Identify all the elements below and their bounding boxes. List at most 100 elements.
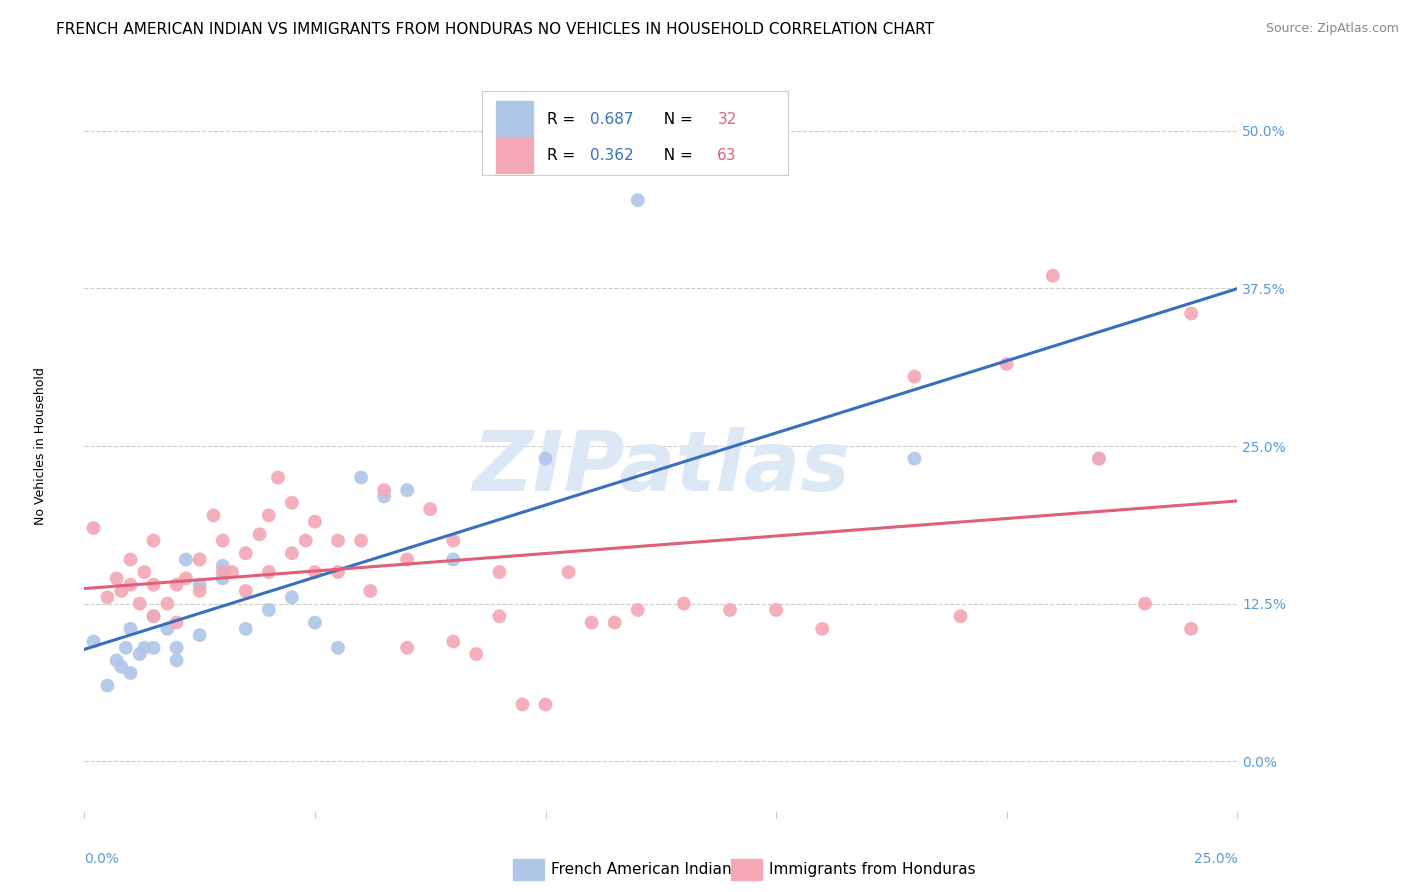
Point [1042,268,1064,283]
Point [488,565,510,579]
Point [235,622,257,636]
Point [174,552,197,566]
Point [995,357,1018,371]
Point [174,571,197,585]
Point [156,597,179,611]
Point [211,533,233,548]
Text: 0.0%: 0.0% [84,852,120,866]
Point [718,603,741,617]
Point [373,490,395,504]
Point [903,451,925,466]
Point [115,640,138,655]
Text: 0.687: 0.687 [591,112,634,127]
Point [249,527,271,541]
Point [142,578,165,592]
Point [105,571,128,585]
Point [627,193,650,207]
Point [134,565,156,579]
Point [557,565,579,579]
Point [765,603,787,617]
Point [120,578,142,592]
Point [267,470,290,484]
Point [142,609,165,624]
Point [166,615,188,630]
Point [465,647,488,661]
Point [83,521,105,535]
Point [294,533,316,548]
Point [156,622,179,636]
Text: No Vehicles in Household: No Vehicles in Household [34,368,46,524]
Point [257,508,280,523]
Point [128,597,150,611]
Point [166,578,188,592]
Text: 63: 63 [717,148,737,163]
Point [672,597,695,611]
Point [120,552,142,566]
Point [350,533,373,548]
Point [326,640,349,655]
Point [142,533,165,548]
Point [350,470,373,484]
Point [211,558,233,573]
Point [257,603,280,617]
Text: 25.0%: 25.0% [1194,852,1237,866]
Point [188,552,211,566]
Point [110,659,132,673]
Text: Source: ZipAtlas.com: Source: ZipAtlas.com [1265,22,1399,36]
Point [326,565,349,579]
FancyBboxPatch shape [496,102,533,136]
Point [188,628,211,642]
Text: N =: N = [654,112,697,127]
Point [603,615,626,630]
Point [1088,451,1111,466]
Point [166,653,188,667]
Point [110,584,132,599]
Point [83,634,105,648]
Point [281,591,304,605]
Text: R =: R = [547,112,579,127]
Point [134,640,156,655]
Point [396,640,419,655]
Point [142,640,165,655]
Point [304,515,326,529]
Point [128,647,150,661]
Point [235,546,257,560]
Text: Immigrants from Honduras: Immigrants from Honduras [769,863,976,877]
Point [120,665,142,680]
Point [1088,451,1111,466]
Point [512,698,534,712]
Point [257,565,280,579]
Point [304,565,326,579]
Point [627,603,650,617]
Point [166,640,188,655]
Text: ZIPatlas: ZIPatlas [472,427,849,508]
Point [811,622,834,636]
Point [281,496,304,510]
Point [441,533,464,548]
Point [221,565,243,579]
Text: 0.362: 0.362 [591,148,634,163]
Point [1180,307,1202,321]
Point [211,571,233,585]
Text: French American Indians: French American Indians [551,863,740,877]
Point [1180,622,1202,636]
Text: N =: N = [654,148,697,163]
Text: R =: R = [547,148,579,163]
Point [304,615,326,630]
Point [235,584,257,599]
FancyBboxPatch shape [482,91,787,176]
Point [188,578,211,592]
Point [534,451,557,466]
Point [949,609,972,624]
Point [1133,597,1156,611]
Point [96,679,118,693]
Point [142,609,165,624]
Text: 32: 32 [717,112,737,127]
Point [120,622,142,636]
Point [903,369,925,384]
Point [581,615,603,630]
FancyBboxPatch shape [496,138,533,173]
Point [534,698,557,712]
Point [211,565,233,579]
Point [441,634,464,648]
